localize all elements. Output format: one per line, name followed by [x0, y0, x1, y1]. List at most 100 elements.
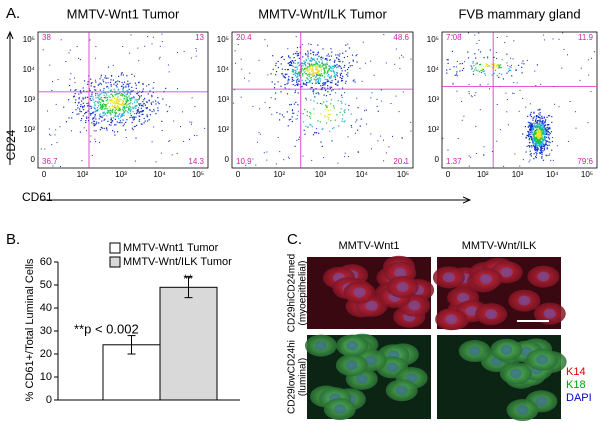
event-dot: [331, 82, 333, 84]
event-dot: [136, 105, 138, 107]
event-dot: [502, 78, 504, 80]
event-dot: [539, 108, 541, 110]
event-dot: [500, 67, 502, 69]
event-dot: [122, 83, 124, 85]
event-dot: [149, 90, 151, 92]
event-dot: [299, 46, 301, 48]
event-dot: [291, 62, 293, 65]
nucleus: [345, 360, 358, 371]
event-dot: [129, 52, 131, 54]
event-dot: [83, 90, 85, 92]
event-dot: [183, 50, 185, 52]
x-tick-label: 0: [42, 170, 47, 179]
event-dot: [545, 136, 547, 138]
event-dot: [88, 117, 89, 119]
event-dot: [345, 44, 347, 46]
x-tick-label: 10⁵: [192, 170, 204, 179]
event-dot: [111, 122, 113, 124]
event-dot: [543, 132, 545, 135]
event-dot: [495, 52, 497, 53]
event-dot: [117, 98, 119, 101]
event-dot: [107, 77, 109, 79]
event-dot: [152, 87, 154, 89]
x-tick-label: 10²: [77, 170, 89, 179]
event-dot: [302, 82, 304, 84]
event-dot: [105, 92, 107, 95]
event-dot: [128, 106, 130, 108]
row-label: (luminal): [298, 358, 309, 396]
event-dot: [335, 74, 337, 76]
row-label: CD29hiCD24med: [287, 254, 298, 332]
event-dot: [503, 165, 505, 167]
event-dot: [127, 96, 129, 98]
event-dot: [544, 146, 546, 148]
event-dot: [325, 67, 327, 69]
event-dot: [531, 124, 533, 126]
event-dot: [90, 135, 92, 137]
event-dot: [338, 60, 340, 63]
event-dot: [309, 115, 311, 117]
event-dot: [308, 64, 310, 65]
event-dot: [145, 107, 147, 109]
event-dot: [478, 39, 480, 41]
event-dot: [287, 78, 289, 80]
event-dot: [541, 123, 543, 125]
event-dot: [115, 124, 117, 126]
event-dot: [99, 141, 100, 143]
event-dot: [344, 82, 347, 84]
event-dot: [122, 103, 124, 105]
event-dot: [291, 116, 293, 118]
event-dot: [312, 73, 315, 75]
event-dot: [102, 115, 104, 117]
event-dot: [90, 107, 92, 109]
x-tick-label: 10⁴: [546, 170, 559, 179]
event-dot: [330, 86, 333, 88]
event-dot: [549, 126, 551, 129]
event-dot: [447, 62, 449, 64]
event-dot: [328, 68, 330, 70]
event-dot: [487, 83, 489, 85]
event-dot: [113, 88, 115, 90]
event-dot: [525, 137, 527, 139]
event-dot: [107, 102, 109, 105]
event-dot: [301, 68, 303, 71]
event-dot: [296, 66, 298, 68]
event-dot: [534, 133, 536, 135]
event-dot: [309, 59, 311, 61]
event-dot: [337, 66, 339, 68]
event-dot: [113, 131, 115, 133]
event-dot: [319, 82, 321, 84]
event-dot: [322, 63, 324, 65]
event-dot: [171, 154, 173, 156]
event-dot: [330, 103, 332, 105]
event-dot: [245, 164, 247, 166]
event-dot: [493, 67, 495, 69]
event-dot: [546, 124, 549, 126]
event-dot: [539, 127, 541, 129]
event-dot: [78, 98, 80, 100]
event-dot: [304, 61, 307, 63]
event-dot: [512, 58, 514, 60]
event-dot: [545, 133, 548, 135]
event-dot: [127, 103, 129, 105]
event-dot: [312, 51, 314, 53]
event-dot: [107, 102, 110, 104]
event-dot: [241, 68, 243, 70]
event-dot: [106, 85, 109, 88]
event-dot: [125, 86, 127, 88]
event-dot: [96, 93, 98, 95]
y-tick-label: 10²: [217, 125, 229, 134]
event-dot: [541, 138, 544, 140]
event-dot: [540, 130, 543, 132]
event-dot: [94, 123, 96, 125]
event-dot: [115, 81, 117, 83]
event-dot: [545, 139, 547, 142]
event-dot: [347, 75, 349, 77]
event-dot: [95, 141, 97, 142]
event-dot: [100, 83, 102, 85]
event-dot: [76, 46, 78, 47]
event-dot: [539, 144, 541, 146]
event-dot: [297, 104, 299, 106]
event-dot: [117, 131, 119, 133]
legend-swatch: [109, 256, 121, 268]
